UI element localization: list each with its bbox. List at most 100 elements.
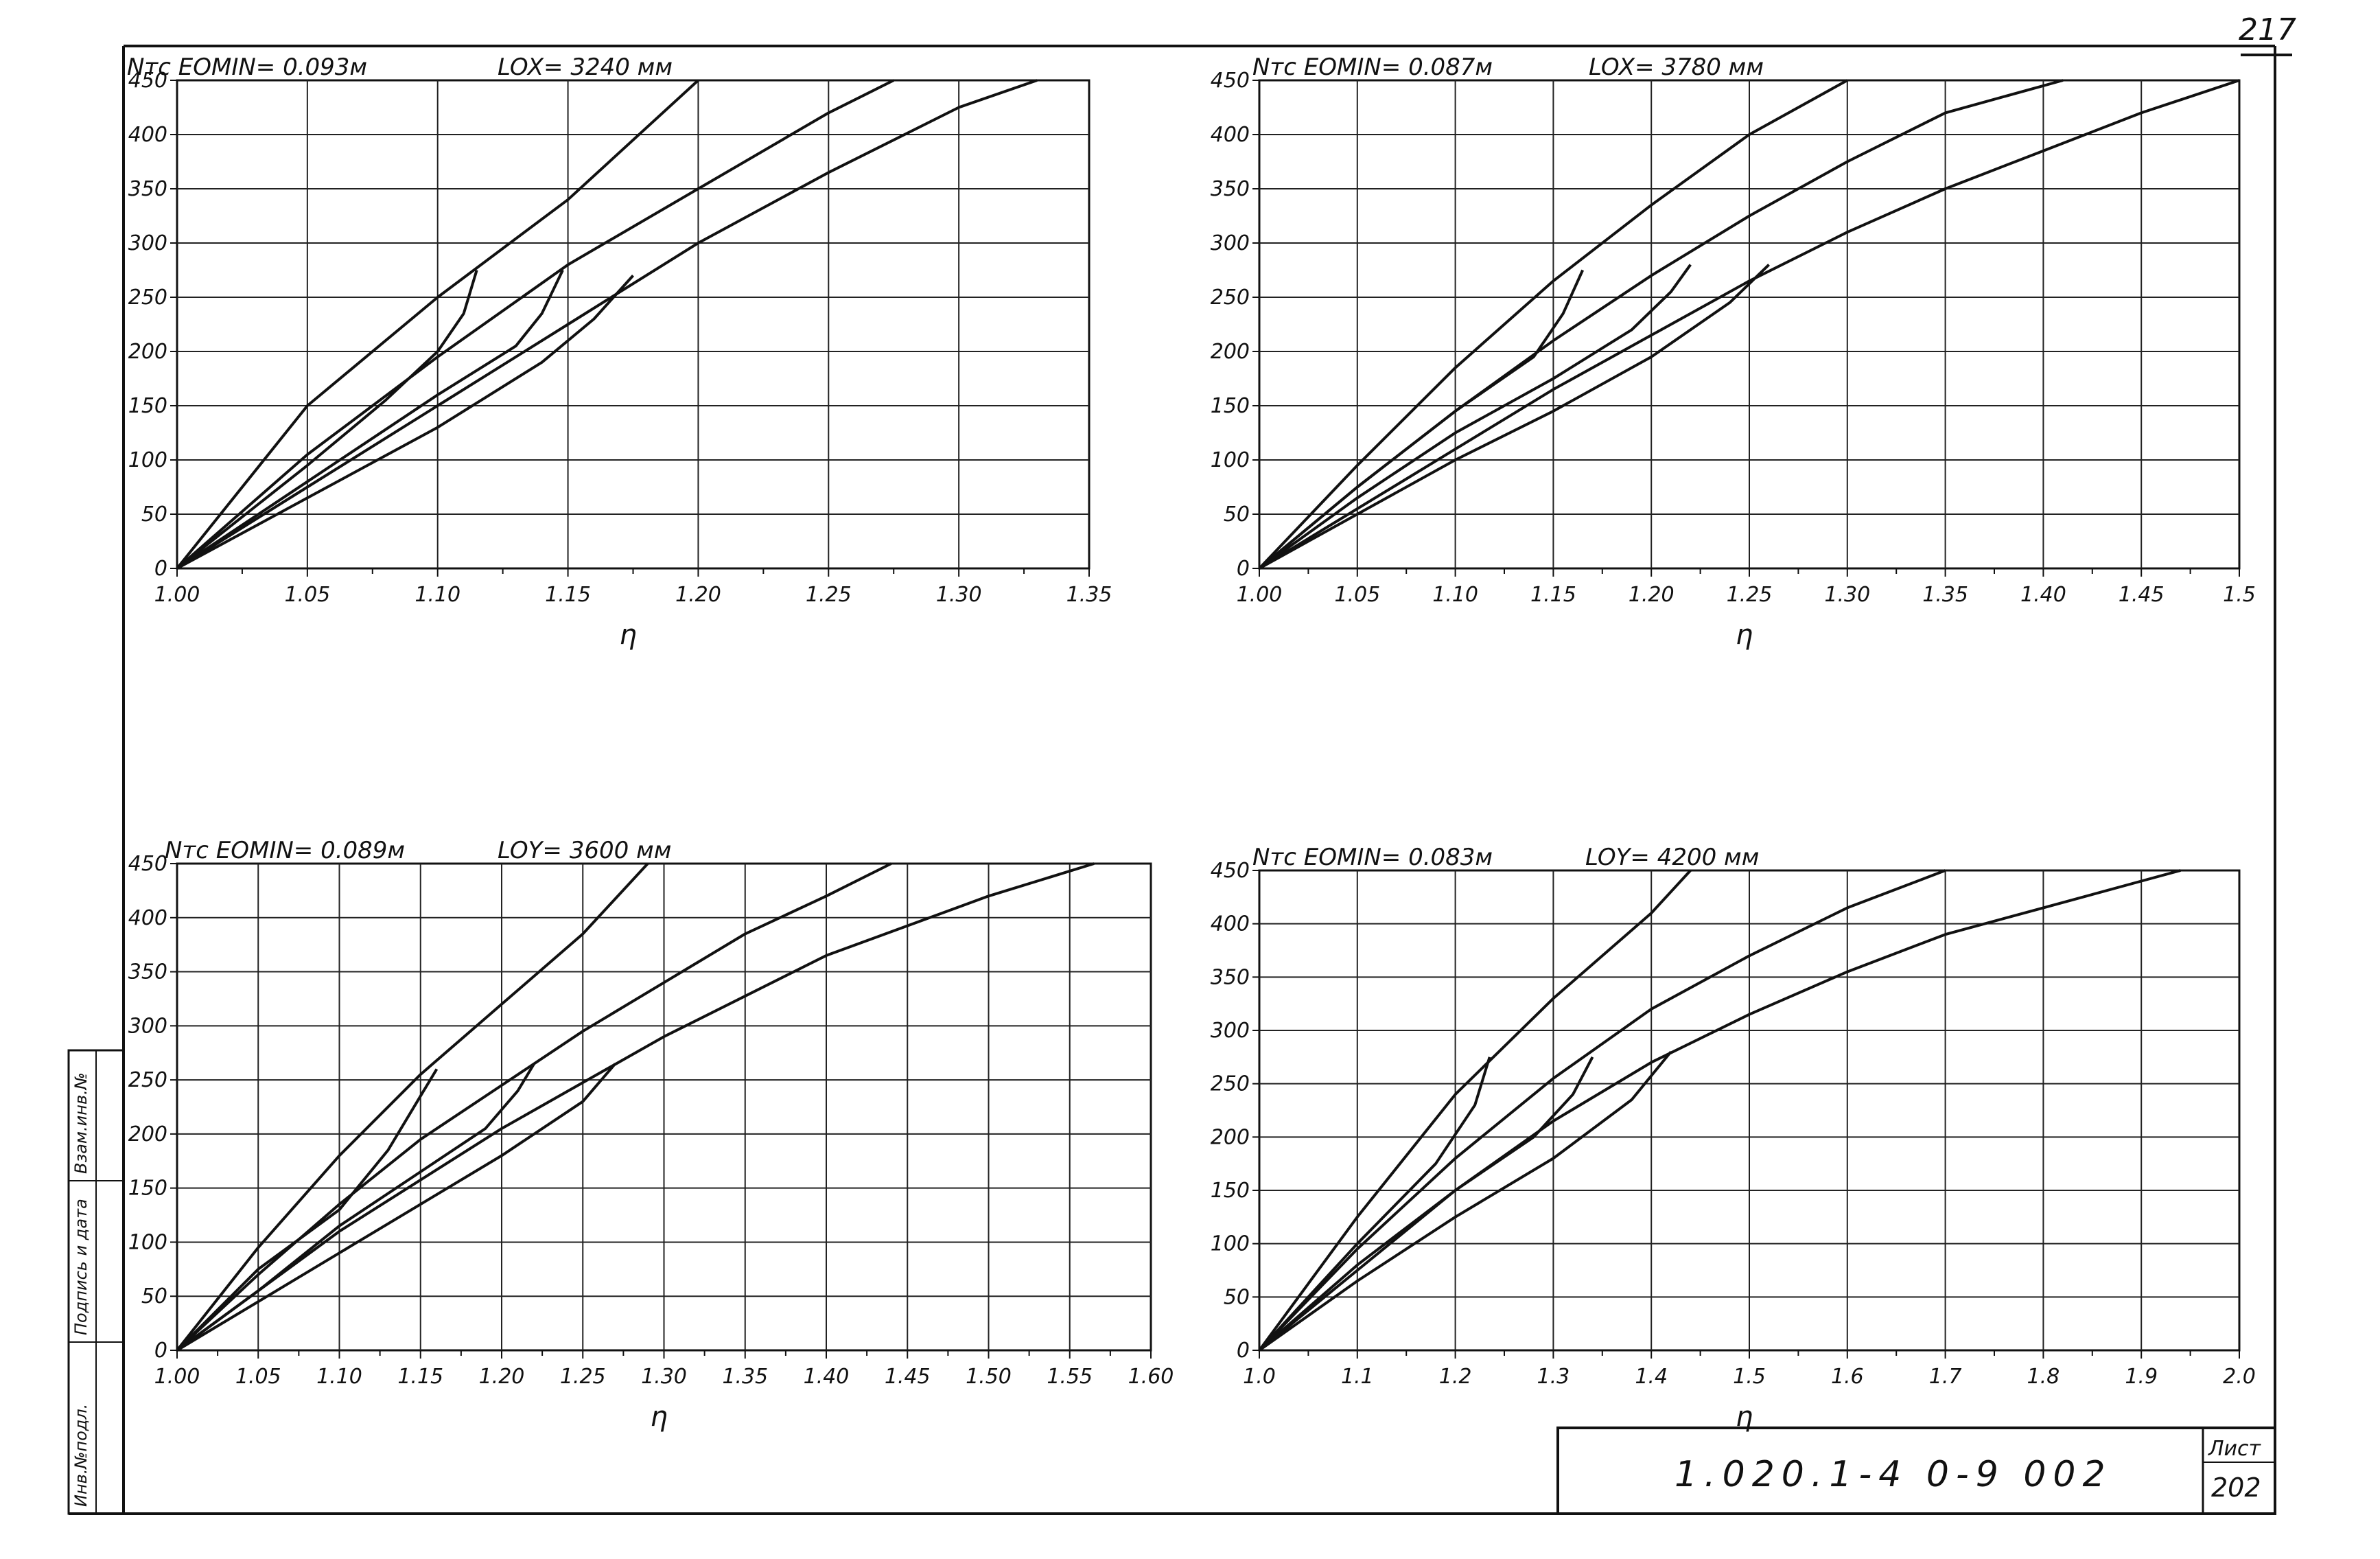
series-line-2 bbox=[176, 79, 895, 570]
y-tick-label: 200 bbox=[1211, 340, 1250, 364]
y-tick-label: 150 bbox=[128, 394, 167, 418]
x-tick-label: 1.00 bbox=[154, 1365, 200, 1389]
x-tick-label: 1.50 bbox=[966, 1365, 1012, 1389]
x-tick-label: 1.0 bbox=[1243, 1365, 1276, 1389]
y-tick-label: 150 bbox=[128, 1177, 167, 1201]
x-tick-label: 1.45 bbox=[2119, 583, 2165, 607]
y-tick-label: 400 bbox=[128, 123, 167, 147]
y-tick-label: 400 bbox=[1211, 123, 1250, 147]
series-line-3 bbox=[1258, 869, 2181, 1352]
series-line-2 bbox=[176, 862, 892, 1352]
x-tick-label: 1.05 bbox=[235, 1365, 281, 1389]
x-tick-label: 1.20 bbox=[479, 1365, 525, 1389]
x-axis-label: η bbox=[620, 619, 637, 651]
chart-loy-3600: 1.00 1.05 1.10 1.15 1.20 1.25 1.30 1.35 1.40 1.45… bbox=[128, 837, 1174, 1433]
series-line-2 bbox=[1258, 869, 1946, 1352]
y-tick-label: 450 bbox=[128, 69, 167, 93]
y-tick-label: 350 bbox=[1211, 965, 1250, 989]
side-stamp-cell-1: Инв.№подл. bbox=[71, 1404, 91, 1507]
x-tick-label: 1.00 bbox=[154, 583, 200, 607]
y-tick-label: 100 bbox=[1211, 1232, 1250, 1256]
y-tick-label: 300 bbox=[128, 1014, 167, 1038]
x-tick-label: 1.25 bbox=[806, 583, 852, 607]
y-tick-label: 200 bbox=[128, 340, 167, 364]
x-tick-label: 1.5 bbox=[2223, 583, 2256, 607]
series-line-4 bbox=[1258, 269, 1585, 570]
y-tick-label: 400 bbox=[1211, 912, 1250, 936]
y-tick-label: 250 bbox=[128, 286, 167, 310]
y-tick-label: 300 bbox=[128, 231, 167, 255]
x-tick-label: 1.10 bbox=[316, 1365, 362, 1389]
x-tick-label: 1.25 bbox=[1727, 583, 1773, 607]
x-tick-label: 1.00 bbox=[1237, 583, 1283, 607]
y-tick-label: 250 bbox=[1211, 286, 1250, 310]
chart-lox-3240: 1.00 1.05 1.10 1.15 1.20 1.25 1.30 1.35 0 50 100 15… bbox=[127, 54, 1112, 651]
y-tick-label: 50 bbox=[141, 1284, 167, 1308]
title-stamp-box bbox=[1556, 1427, 2276, 1515]
series-line-6 bbox=[176, 275, 634, 570]
stamp-document-code: 1.020.1-4 0-9 002 bbox=[1675, 1454, 2112, 1495]
sheet-frame bbox=[69, 45, 2292, 1515]
series-line-1 bbox=[176, 79, 699, 570]
y-tick-label: 100 bbox=[1211, 448, 1250, 472]
series-line-3 bbox=[1258, 79, 2240, 570]
y-tick-label: 300 bbox=[1211, 1019, 1250, 1043]
y-tick-label: 450 bbox=[1211, 859, 1250, 883]
x-axis-label: η bbox=[1736, 1401, 1753, 1433]
x-axis-label: η bbox=[651, 1401, 668, 1433]
chart-lox-3780: 1.00 1.05 1.10 1.15 1.20 1.25 1.30 1.35 1.40 1.45… bbox=[1211, 54, 2256, 651]
y-tick-label: 50 bbox=[141, 503, 167, 527]
y-tick-label: 450 bbox=[1211, 69, 1250, 93]
x-tick-label: 1.15 bbox=[1530, 583, 1576, 607]
y-tick-label: 300 bbox=[1211, 231, 1250, 255]
x-tick-label: 1.30 bbox=[1824, 583, 1870, 607]
y-tick-label: 0 bbox=[1237, 1339, 1250, 1363]
x-tick-label: 1.3 bbox=[1537, 1365, 1570, 1389]
x-tick-label: 1.45 bbox=[885, 1365, 931, 1389]
series-line-1 bbox=[1258, 869, 1692, 1352]
x-tick-label: 1.05 bbox=[1334, 583, 1380, 607]
stamp-sheet-number: 202 bbox=[2211, 1473, 2261, 1503]
x-tick-label: 1.1 bbox=[1341, 1365, 1374, 1389]
x-tick-label: 1.6 bbox=[1831, 1365, 1864, 1389]
y-tick-label: 0 bbox=[154, 1339, 167, 1363]
x-tick-label: 1.2 bbox=[1439, 1365, 1472, 1389]
y-tick-label: 0 bbox=[1237, 557, 1250, 581]
chart-header-length: LOY= 4200 мм bbox=[1585, 844, 1759, 871]
x-tick-label: 1.5 bbox=[1733, 1365, 1766, 1389]
x-tick-label: 1.55 bbox=[1047, 1365, 1093, 1389]
series-line-3 bbox=[176, 862, 1095, 1352]
x-tick-label: 1.35 bbox=[1922, 583, 1968, 607]
x-tick-label: 1.9 bbox=[2125, 1365, 2158, 1389]
chart-header-eomin: Nтс EOMIN= 0.093м bbox=[127, 54, 367, 81]
x-tick-label: 1.15 bbox=[397, 1365, 443, 1389]
x-tick-label: 1.7 bbox=[1929, 1365, 1962, 1389]
x-tick-label: 1.05 bbox=[284, 583, 330, 607]
series-line-6 bbox=[1258, 1050, 1672, 1352]
series-line-5 bbox=[176, 269, 564, 570]
series-line-4 bbox=[176, 269, 478, 570]
y-tick-label: 250 bbox=[1211, 1072, 1250, 1096]
y-tick-label: 50 bbox=[1224, 503, 1250, 527]
chart-header-length: LOX= 3780 мм bbox=[1589, 54, 1764, 81]
chart-header-eomin: Nтс EOMIN= 0.087м bbox=[1252, 54, 1493, 81]
x-tick-label: 1.35 bbox=[1066, 583, 1112, 607]
chart-loy-4200: 1.0 1.1 1.2 1.3 1.4 1.5 1.6 1.7 1.8 1.9 2.0 0 50 100 1… bbox=[1211, 844, 2256, 1433]
y-tick-label: 350 bbox=[128, 177, 167, 201]
chart-header-eomin: Nтс EOMIN= 0.083м bbox=[1252, 844, 1493, 871]
x-tick-label: 1.30 bbox=[641, 1365, 687, 1389]
title-stamp: 1.020.1-4 0-9 002 Лист 202 bbox=[1556, 1427, 2276, 1515]
x-tick-label: 1.40 bbox=[804, 1365, 850, 1389]
y-tick-label: 350 bbox=[128, 960, 167, 984]
series-line-3 bbox=[176, 79, 1038, 570]
x-tick-label: 1.10 bbox=[1432, 583, 1478, 607]
x-tick-label: 2.0 bbox=[2223, 1365, 2256, 1389]
x-tick-label: 1.40 bbox=[2020, 583, 2066, 607]
series-line-6 bbox=[176, 1063, 617, 1352]
x-axis-label: η bbox=[1736, 619, 1753, 651]
y-tick-label: 100 bbox=[128, 448, 167, 472]
x-tick-label: 1.15 bbox=[545, 583, 591, 607]
chart-header-length: LOY= 3600 мм bbox=[498, 837, 671, 864]
y-tick-label: 150 bbox=[1211, 1179, 1250, 1203]
